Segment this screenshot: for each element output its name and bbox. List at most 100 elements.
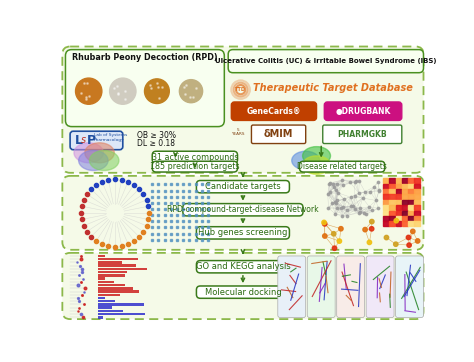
Point <box>333 197 340 203</box>
Bar <box>98 258 138 260</box>
Text: OB ≥ 30%: OB ≥ 30% <box>137 131 176 140</box>
Point <box>334 190 342 196</box>
FancyBboxPatch shape <box>183 203 303 216</box>
Bar <box>390 221 395 226</box>
Point <box>334 205 341 211</box>
Point <box>356 178 363 184</box>
Point <box>321 233 328 239</box>
Point <box>375 187 383 193</box>
Bar <box>390 194 395 199</box>
FancyBboxPatch shape <box>323 125 402 144</box>
Bar <box>390 211 395 215</box>
FancyBboxPatch shape <box>396 256 423 317</box>
Ellipse shape <box>292 151 319 170</box>
Point <box>332 200 340 206</box>
Bar <box>98 271 127 273</box>
Point <box>324 191 331 197</box>
Bar <box>408 200 414 205</box>
Bar <box>383 211 389 215</box>
FancyBboxPatch shape <box>300 161 385 172</box>
Bar <box>414 178 420 183</box>
FancyBboxPatch shape <box>196 286 290 298</box>
Bar <box>383 200 389 205</box>
Bar <box>408 205 414 210</box>
Point <box>356 210 363 216</box>
Bar <box>390 216 395 221</box>
Bar <box>383 216 389 221</box>
Point <box>361 189 369 195</box>
Point <box>353 178 360 184</box>
Text: Disease related targets: Disease related targets <box>297 162 387 171</box>
Bar <box>396 211 401 215</box>
FancyBboxPatch shape <box>63 253 423 319</box>
Text: PHARMGKB: PHARMGKB <box>337 130 387 139</box>
Bar <box>414 189 420 194</box>
Point <box>336 238 343 244</box>
Ellipse shape <box>74 143 103 163</box>
Ellipse shape <box>85 143 114 163</box>
Text: Therapeutic Target Database: Therapeutic Target Database <box>253 83 413 93</box>
Bar <box>402 194 408 199</box>
Text: δMIM: δMIM <box>264 129 293 139</box>
Bar <box>98 297 105 299</box>
FancyBboxPatch shape <box>63 176 423 250</box>
Bar <box>98 307 112 309</box>
Bar <box>408 184 414 189</box>
Point <box>339 204 347 210</box>
Bar <box>98 274 125 277</box>
Circle shape <box>145 79 169 104</box>
Point <box>365 240 373 245</box>
Bar <box>396 200 401 205</box>
Text: Hub genes screening: Hub genes screening <box>198 228 288 237</box>
Bar <box>396 178 401 183</box>
FancyBboxPatch shape <box>366 256 394 317</box>
Point <box>351 206 359 212</box>
Point <box>346 180 354 185</box>
Bar <box>408 221 414 226</box>
Point <box>329 181 337 187</box>
Point <box>331 211 339 217</box>
Bar <box>414 205 420 210</box>
Bar <box>390 205 395 210</box>
Text: 5
YEARS: 5 YEARS <box>231 128 244 136</box>
FancyBboxPatch shape <box>152 151 237 164</box>
Bar <box>390 200 395 205</box>
FancyBboxPatch shape <box>251 125 306 144</box>
Point <box>368 207 375 213</box>
Point <box>325 205 332 211</box>
Bar <box>98 255 105 257</box>
Point <box>374 179 382 185</box>
Text: Ulcerative Colitis (UC) & Irritable Bowel Syndrome (IBS): Ulcerative Colitis (UC) & Irritable Bowe… <box>215 58 437 64</box>
Bar <box>390 184 395 189</box>
Text: RPD-compound-target-disease Network: RPD-compound-target-disease Network <box>167 205 319 214</box>
Text: GO and KEGG analysis: GO and KEGG analysis <box>196 262 290 271</box>
Point <box>351 180 358 185</box>
FancyBboxPatch shape <box>63 47 423 173</box>
Point <box>343 212 351 218</box>
Bar <box>414 200 420 205</box>
Bar <box>408 194 414 199</box>
Point <box>374 206 382 211</box>
Bar <box>98 284 125 286</box>
Text: Molecular docking: Molecular docking <box>205 288 281 296</box>
Point <box>339 177 346 183</box>
Bar <box>98 281 114 283</box>
Ellipse shape <box>302 147 330 165</box>
Bar <box>390 189 395 194</box>
Point <box>333 181 340 187</box>
Point <box>356 209 364 215</box>
FancyBboxPatch shape <box>278 256 306 317</box>
Text: Rhubarb Peony Decoction (RPD): Rhubarb Peony Decoction (RPD) <box>72 53 217 62</box>
Text: Lab of Systems
Pharmacology: Lab of Systems Pharmacology <box>94 133 128 142</box>
Point <box>343 207 350 213</box>
Bar <box>402 184 408 189</box>
Bar <box>402 216 408 221</box>
Point <box>367 189 374 195</box>
FancyBboxPatch shape <box>324 102 402 121</box>
Point <box>355 190 363 196</box>
FancyBboxPatch shape <box>70 131 123 150</box>
Ellipse shape <box>79 151 108 171</box>
Point <box>405 235 412 240</box>
Point <box>337 205 345 211</box>
Point <box>383 235 390 240</box>
